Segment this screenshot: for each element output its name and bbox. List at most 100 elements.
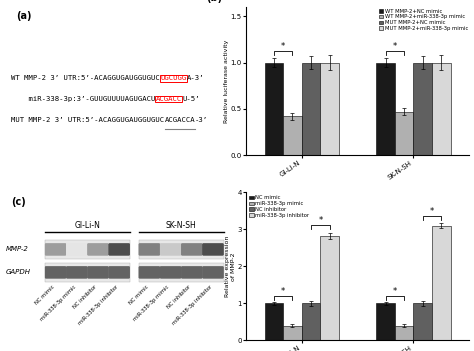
Legend: NC mimic, miR-338-3p mimic, NC inhibitor, miR-338-3p inhibitor: NC mimic, miR-338-3p mimic, NC inhibitor…	[248, 195, 310, 218]
Bar	[139, 240, 160, 259]
Text: miR-338-3p mimic: miR-338-3p mimic	[39, 284, 77, 322]
FancyBboxPatch shape	[160, 243, 181, 256]
Text: miR-338-3p inhibitor: miR-338-3p inhibitor	[171, 284, 213, 326]
FancyBboxPatch shape	[202, 243, 224, 256]
Text: (c): (c)	[11, 197, 26, 207]
Bar	[202, 263, 224, 282]
FancyBboxPatch shape	[139, 266, 160, 278]
Text: MUT MMP-2 3’ UTR:5’-ACAGGUGAUGGUGUC: MUT MMP-2 3’ UTR:5’-ACAGGUGAUGGUGUC	[11, 117, 164, 122]
Bar	[320, 236, 339, 340]
Text: GAPDH: GAPDH	[6, 269, 31, 275]
Bar	[302, 303, 320, 340]
Bar	[87, 240, 109, 259]
FancyBboxPatch shape	[87, 243, 109, 256]
Text: GI-Li-N: GI-Li-N	[74, 221, 100, 230]
Text: ACGACC: ACGACC	[156, 96, 182, 102]
Text: *: *	[392, 42, 397, 52]
Bar	[283, 116, 302, 155]
Bar	[302, 62, 320, 155]
Bar	[432, 62, 451, 155]
FancyBboxPatch shape	[202, 243, 224, 256]
Bar	[413, 303, 432, 340]
FancyBboxPatch shape	[109, 243, 130, 256]
Bar	[395, 112, 413, 155]
FancyBboxPatch shape	[109, 266, 130, 278]
Bar	[181, 240, 202, 259]
FancyBboxPatch shape	[160, 243, 181, 256]
Text: miR-338-3p:3’-GUUGUUUUAGUGACU: miR-338-3p:3’-GUUGUUUUAGUGACU	[11, 96, 156, 102]
Bar	[376, 303, 395, 340]
FancyBboxPatch shape	[181, 266, 202, 278]
FancyBboxPatch shape	[45, 266, 66, 278]
FancyBboxPatch shape	[160, 266, 181, 278]
FancyBboxPatch shape	[109, 243, 130, 256]
Bar	[283, 326, 302, 340]
Bar	[181, 263, 202, 282]
Text: *: *	[318, 216, 322, 225]
Bar	[87, 263, 109, 282]
FancyBboxPatch shape	[139, 243, 160, 256]
Legend: WT MMP-2+NC mimic, WT MMP-2+miR-338-3p mimic, MUT MMP-2+NC mimic, MUT MMP-2+miR-: WT MMP-2+NC mimic, WT MMP-2+miR-338-3p m…	[378, 8, 469, 32]
Bar	[139, 263, 160, 282]
Text: miR-338-3p inhibitor: miR-338-3p inhibitor	[77, 284, 119, 326]
Bar	[202, 240, 224, 259]
FancyBboxPatch shape	[66, 266, 87, 278]
Text: NC mimic: NC mimic	[128, 284, 149, 306]
Text: WT MMP-2 3’ UTR:5’-ACAGGUGAUGGUGUC: WT MMP-2 3’ UTR:5’-ACAGGUGAUGGUGUC	[11, 75, 160, 81]
FancyBboxPatch shape	[202, 266, 224, 278]
FancyBboxPatch shape	[45, 243, 66, 256]
FancyBboxPatch shape	[202, 266, 224, 278]
Text: (b): (b)	[206, 0, 222, 2]
FancyBboxPatch shape	[139, 266, 160, 278]
Text: *: *	[281, 42, 285, 52]
FancyBboxPatch shape	[45, 243, 66, 256]
Text: -3’: -3’	[195, 117, 208, 122]
Bar	[66, 240, 87, 259]
FancyBboxPatch shape	[66, 266, 87, 278]
Text: NC inhibitor: NC inhibitor	[166, 284, 192, 310]
Bar	[109, 240, 130, 259]
Text: UGCUGG: UGCUGG	[160, 75, 186, 81]
Text: SK-N-SH: SK-N-SH	[166, 221, 197, 230]
Bar	[264, 303, 283, 340]
Bar	[264, 62, 283, 155]
Y-axis label: Relative expression
of MMP-2: Relative expression of MMP-2	[225, 236, 236, 297]
Text: MMP-2: MMP-2	[6, 246, 29, 252]
Bar	[160, 263, 181, 282]
Bar	[395, 326, 413, 340]
Bar	[109, 263, 130, 282]
Text: *: *	[392, 287, 397, 296]
Bar	[376, 62, 395, 155]
Bar	[139, 240, 224, 259]
FancyBboxPatch shape	[181, 243, 202, 256]
FancyBboxPatch shape	[66, 243, 87, 256]
Bar	[413, 62, 432, 155]
Bar	[66, 263, 87, 282]
Text: ACGACCA: ACGACCA	[164, 117, 195, 122]
Text: NC inhibitor: NC inhibitor	[73, 284, 98, 310]
FancyBboxPatch shape	[66, 243, 87, 256]
Text: miR-338-3p mimic: miR-338-3p mimic	[133, 284, 171, 322]
Bar	[45, 263, 66, 282]
FancyBboxPatch shape	[109, 266, 130, 278]
FancyBboxPatch shape	[181, 243, 202, 256]
FancyBboxPatch shape	[139, 243, 160, 256]
Bar	[45, 263, 130, 282]
Text: *: *	[430, 207, 434, 216]
FancyBboxPatch shape	[181, 266, 202, 278]
Bar	[160, 240, 181, 259]
Bar	[432, 226, 451, 340]
Text: A-3’: A-3’	[186, 75, 204, 81]
Bar	[45, 240, 130, 259]
Text: NC mimic: NC mimic	[34, 284, 55, 306]
Text: *: *	[281, 287, 285, 296]
Bar	[45, 240, 66, 259]
FancyBboxPatch shape	[87, 243, 109, 256]
Text: (a): (a)	[16, 12, 31, 21]
FancyBboxPatch shape	[87, 266, 109, 278]
Y-axis label: Relative luciferase activity: Relative luciferase activity	[224, 39, 229, 123]
FancyBboxPatch shape	[87, 266, 109, 278]
Bar	[139, 263, 224, 282]
Bar	[320, 62, 339, 155]
FancyBboxPatch shape	[45, 266, 66, 278]
